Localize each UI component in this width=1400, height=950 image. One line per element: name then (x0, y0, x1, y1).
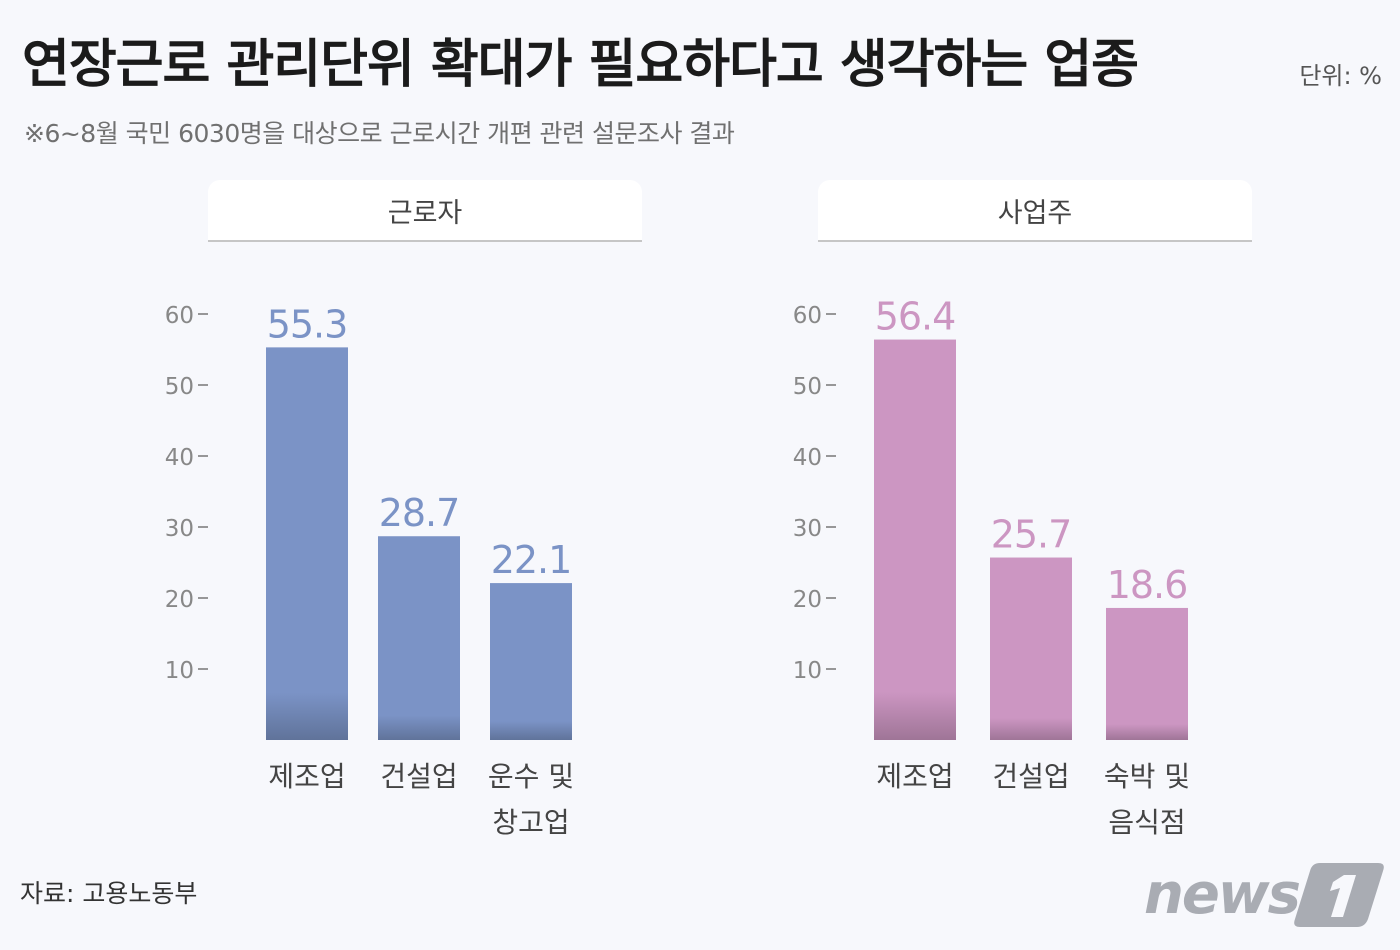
subtitle: ※6~8월 국민 6030명을 대상으로 근로시간 개편 관련 설문조사 결과 (24, 119, 735, 148)
category-label: 음식점 (1108, 806, 1185, 839)
category-label: 제조업 (876, 760, 953, 793)
bar (266, 347, 348, 740)
y-tick-label: 20 (793, 587, 822, 613)
category-label: 제조업 (268, 760, 345, 793)
y-tick-label: 10 (793, 658, 822, 684)
bar-value-label: 22.1 (491, 538, 572, 582)
bar-value-label: 28.7 (379, 491, 460, 535)
y-tick-label: 30 (165, 516, 194, 542)
svg-text:news: news (1144, 862, 1300, 927)
y-tick-label: 60 (165, 303, 194, 329)
y-tick-label: 30 (793, 516, 822, 542)
y-tick-label: 40 (793, 445, 822, 471)
news1-logo: news (1140, 855, 1390, 939)
unit-label: 단위: % (1299, 62, 1382, 90)
panel-header-workers: 근로자 (208, 180, 642, 242)
category-label: 운수 및 (488, 760, 574, 793)
bar (490, 583, 572, 740)
bar-value-label: 56.4 (875, 295, 956, 339)
bar-value-label: 18.6 (1107, 563, 1188, 607)
bar (378, 536, 460, 740)
source-label: 자료: 고용노동부 (20, 879, 198, 908)
page-title: 연장근로 관리단위 확대가 필요하다고 생각하는 업종 (22, 35, 1139, 95)
bar (1106, 607, 1188, 740)
bar-value-label: 55.3 (267, 302, 348, 346)
y-tick-label: 50 (793, 374, 822, 400)
category-label: 숙박 및 (1104, 760, 1190, 793)
bar (874, 339, 956, 740)
bar-value-label: 25.7 (991, 513, 1072, 557)
panel-header-employers: 사업주 (818, 180, 1252, 242)
y-tick-label: 10 (165, 658, 194, 684)
bar (990, 557, 1072, 740)
y-tick-label: 20 (165, 587, 194, 613)
y-tick-label: 60 (793, 303, 822, 329)
y-tick-label: 40 (165, 445, 194, 471)
category-label: 건설업 (380, 760, 457, 793)
category-label: 건설업 (992, 760, 1069, 793)
y-tick-label: 50 (165, 374, 194, 400)
category-label: 창고업 (492, 806, 569, 839)
